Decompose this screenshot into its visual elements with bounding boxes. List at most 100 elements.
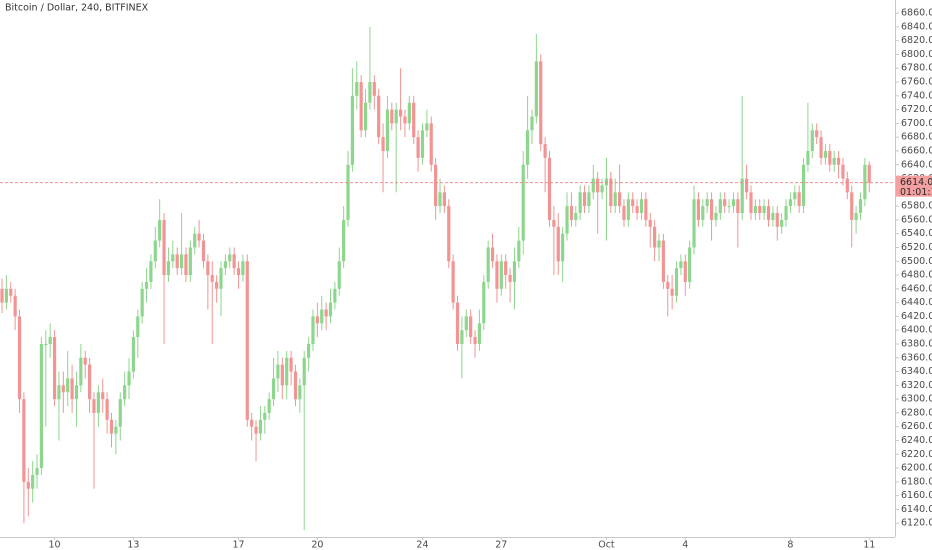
candle-body — [289, 357, 293, 372]
candle-body — [648, 219, 652, 227]
candle-body — [740, 178, 744, 214]
candle-body — [832, 157, 836, 165]
candle-body — [863, 164, 867, 200]
candle-body — [766, 206, 771, 220]
candle-body — [780, 219, 784, 227]
candle-body — [819, 137, 823, 158]
candle-body — [745, 178, 749, 193]
y-tick-label: 6520.0 — [901, 242, 932, 253]
candle-body — [723, 199, 727, 207]
candle-body — [679, 261, 683, 269]
candle-body — [582, 192, 587, 207]
candle-body — [158, 219, 162, 241]
y-tick-label: 6300.0 — [901, 394, 932, 405]
candle-body — [394, 109, 398, 124]
candle-body — [109, 419, 114, 434]
y-tick-label: 6440.0 — [901, 297, 932, 308]
candle-body — [328, 302, 333, 317]
candle-body — [245, 261, 249, 420]
y-tick-label: 6360.0 — [901, 352, 932, 363]
candle-body — [372, 82, 376, 96]
candle-body — [617, 192, 622, 207]
y-tick-label: 6860.0 — [901, 8, 932, 19]
y-tick-label: 6140.0 — [901, 504, 932, 515]
candle-body — [854, 213, 858, 220]
candle-body — [718, 199, 722, 214]
candle-body — [315, 316, 319, 324]
candle-body — [61, 385, 65, 393]
y-tick-label: 6740.0 — [901, 90, 932, 101]
candle-body — [88, 364, 92, 400]
y-tick-label: 6720.0 — [901, 104, 932, 115]
x-tick-label: 17 — [232, 540, 244, 550]
candle-body — [447, 206, 451, 262]
candle-body — [258, 419, 263, 434]
candle-body — [653, 226, 657, 248]
candle-body — [136, 316, 140, 338]
candle-body — [635, 206, 639, 214]
candle-body — [714, 213, 718, 220]
candle-body — [490, 247, 495, 262]
y-tick-label: 6220.0 — [901, 449, 932, 460]
y-tick-label: 6840.0 — [901, 21, 932, 32]
candle-body — [674, 268, 679, 296]
candle-body — [144, 281, 149, 289]
candle-body — [604, 178, 609, 186]
candle-body — [688, 247, 692, 282]
candle-body — [591, 178, 595, 193]
candle-body — [9, 288, 13, 296]
candle-body — [569, 206, 573, 220]
candle-body — [547, 157, 552, 220]
candle-body — [736, 199, 740, 214]
candle-body — [850, 192, 854, 220]
candle-body — [223, 261, 227, 269]
candle-body — [806, 150, 810, 165]
candle-body — [442, 192, 446, 207]
candle-body — [241, 261, 245, 276]
candle-body — [556, 226, 560, 262]
candle-body — [477, 323, 482, 344]
candle-body — [788, 199, 792, 207]
y-tick-label: 6540.0 — [901, 228, 932, 239]
candle-body — [74, 385, 79, 400]
candle-body — [96, 392, 100, 413]
candle-body — [280, 364, 284, 386]
candle-body — [79, 357, 83, 386]
candle-body — [661, 240, 665, 282]
candle-body — [596, 178, 600, 193]
candle-body — [127, 371, 131, 386]
candle-body — [420, 130, 425, 158]
candle-body — [753, 206, 757, 214]
candle-body — [574, 213, 578, 220]
candle-body — [350, 95, 354, 165]
last-price-label: 6614.0 — [900, 177, 932, 188]
candle-body — [293, 371, 298, 400]
candle-body — [657, 240, 661, 248]
candle-body — [201, 240, 206, 262]
candle-body — [70, 378, 74, 400]
candle-body — [416, 137, 420, 158]
y-tick-label: 6500.0 — [901, 256, 932, 267]
candle-body — [626, 199, 630, 220]
candle-body — [425, 123, 429, 131]
y-tick-label: 6120.0 — [901, 518, 932, 529]
candle-body — [377, 95, 381, 138]
candle-body — [236, 268, 241, 276]
y-tick-label: 6780.0 — [901, 63, 932, 74]
candle-body — [517, 240, 521, 262]
x-tick-label: 27 — [495, 540, 507, 550]
y-tick-label: 6340.0 — [901, 366, 932, 377]
candle-body — [407, 102, 411, 124]
candle-body — [482, 281, 486, 324]
candle-body — [771, 213, 775, 220]
candle-body — [701, 206, 705, 220]
candle-body — [342, 219, 346, 262]
x-tick-label: 20 — [311, 540, 323, 550]
candle-body — [13, 295, 17, 317]
candle-body — [543, 144, 547, 158]
candle-body — [346, 164, 350, 220]
candle-body — [460, 330, 464, 344]
candle-body — [118, 399, 122, 427]
chart-title: Bitcoin / Dollar, 240, BITFINEX — [5, 3, 149, 14]
